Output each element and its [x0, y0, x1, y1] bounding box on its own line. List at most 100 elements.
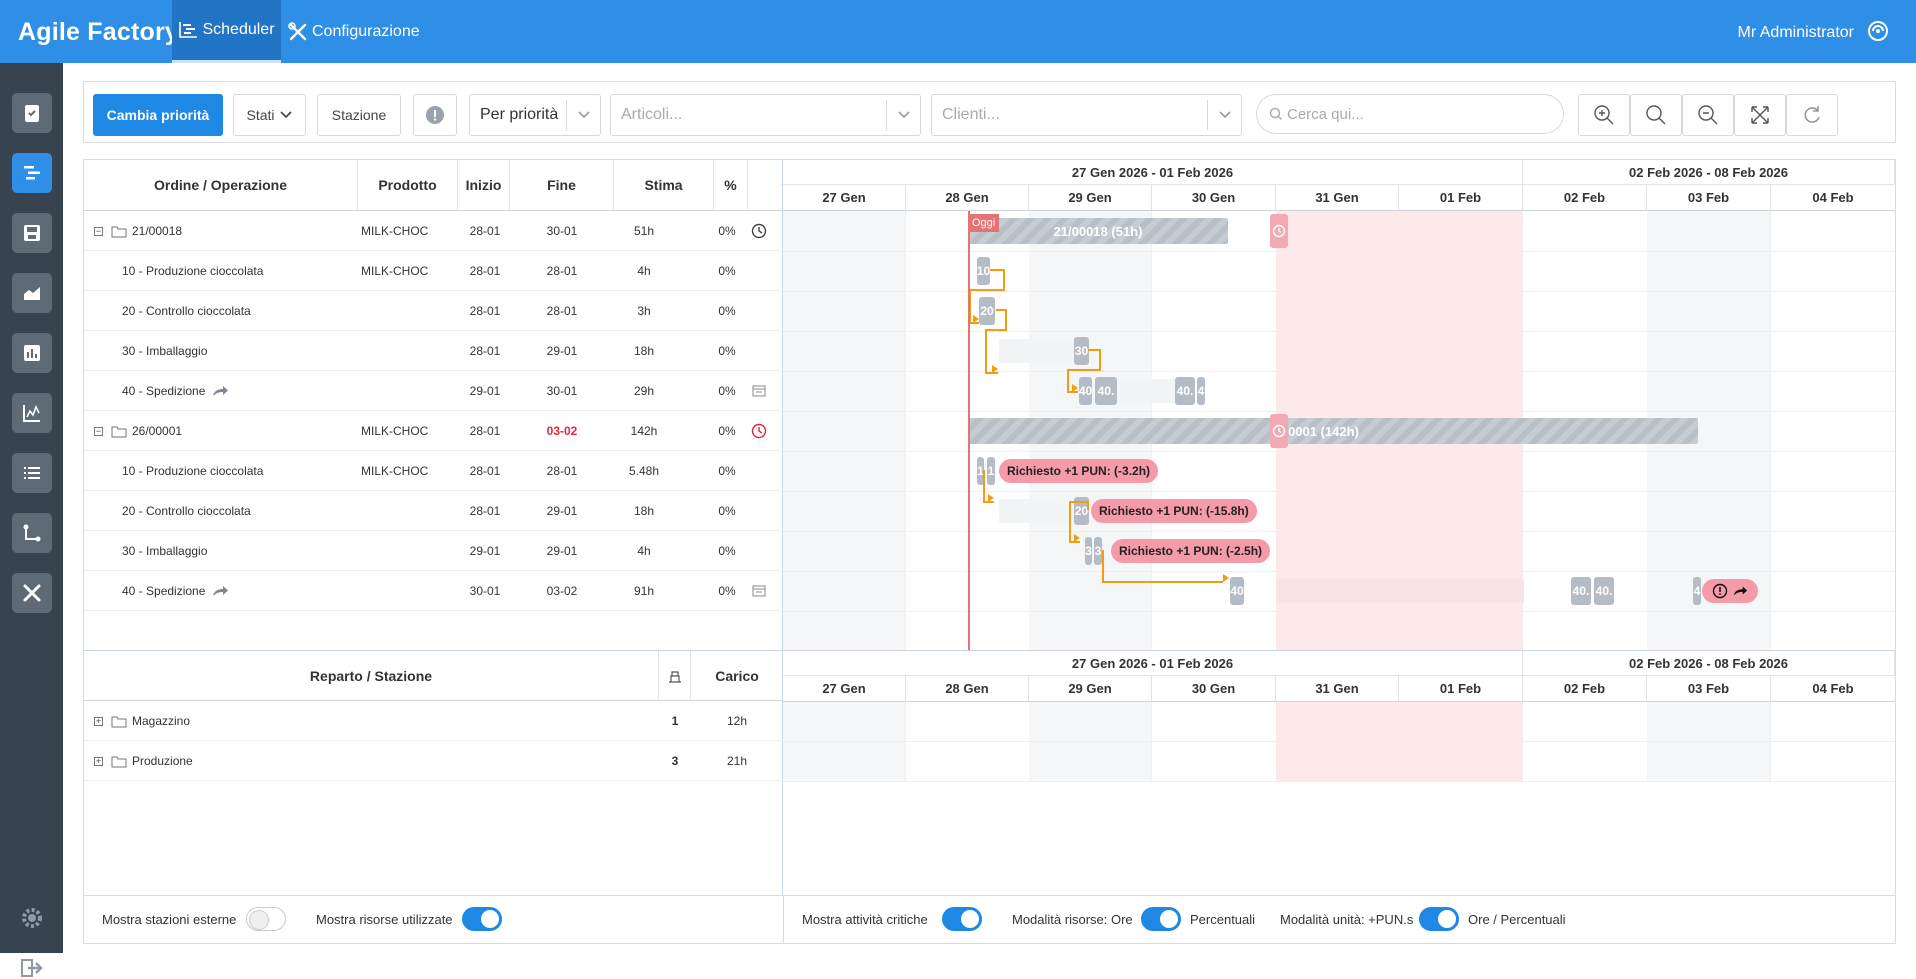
user-name[interactable]: Mr Administrator: [1737, 24, 1854, 41]
tab-configurazione[interactable]: Configurazione: [288, 0, 420, 63]
header-start[interactable]: Inizio: [458, 160, 510, 211]
used-res-toggle[interactable]: [462, 907, 502, 931]
pun-alert-badge[interactable]: Richiesto +1 PUN: (-2.5h): [1111, 539, 1271, 563]
operation-block[interactable]: 4: [1693, 577, 1701, 605]
operation-name: 20 - Controllo cioccolata: [122, 504, 251, 518]
order-row[interactable]: − 21/00018 MILK-CHOC 28-01 30-01 51h 0%: [84, 211, 783, 251]
collapse-toggle[interactable]: −: [94, 425, 103, 436]
alert-filter-button[interactable]: [413, 94, 457, 136]
header-product[interactable]: Prodotto: [358, 160, 458, 211]
start-date: 28-01: [469, 464, 501, 478]
today-line: [968, 211, 970, 650]
ext-stations-toggle[interactable]: [246, 907, 286, 931]
operation-row[interactable]: 10 - Produzione cioccolata MILK-CHOC 28-…: [84, 451, 783, 491]
user-menu-icon[interactable]: [1867, 20, 1889, 42]
sidebar-area-chart[interactable]: [12, 273, 52, 313]
operation-block[interactable]: 20: [1074, 497, 1089, 525]
operation-row[interactable]: 10 - Produzione cioccolata MILK-CHOC 28-…: [84, 251, 783, 291]
pun-alert-badge[interactable]: Richiesto +1 PUN: (-15.8h): [1091, 499, 1257, 523]
shipment-alert-badge[interactable]: [1702, 579, 1758, 603]
articles-select[interactable]: Articoli...: [610, 94, 921, 136]
order-bar[interactable]: 21/00018 (51h): [968, 218, 1228, 244]
operation-row[interactable]: 20 - Controllo cioccolata 28-01 28-01 3h…: [84, 291, 783, 331]
operation-block[interactable]: 40: [1230, 577, 1244, 605]
operation-block[interactable]: 3: [1085, 537, 1092, 565]
end-date: 29-01: [546, 504, 578, 518]
sort-select[interactable]: Per priorità: [469, 94, 601, 136]
sidebar-tasks[interactable]: [12, 93, 52, 133]
zoom-fit-button[interactable]: [1630, 94, 1682, 136]
operation-block[interactable]: 40.: [1594, 577, 1614, 605]
refresh-button[interactable]: [1786, 94, 1838, 136]
resource-row[interactable]: + Magazzino 1 12h: [84, 701, 783, 741]
deadline-marker[interactable]: [1270, 414, 1288, 448]
pun-alert-badge[interactable]: Richiesto +1 PUN: (-3.2h): [999, 459, 1159, 483]
sidebar-tools[interactable]: [12, 573, 52, 613]
header-load[interactable]: Carico: [691, 651, 783, 701]
day-header: 01 Feb: [1399, 676, 1523, 702]
operation-block[interactable]: 4: [1197, 377, 1205, 405]
clients-select[interactable]: Clienti...: [931, 94, 1242, 136]
fullscreen-button[interactable]: [1734, 94, 1786, 136]
operation-block[interactable]: 10: [977, 257, 990, 285]
expand-toggle[interactable]: +: [94, 755, 103, 766]
header-estimate[interactable]: Stima: [614, 160, 714, 211]
brand-logo[interactable]: Agile Factory: [18, 18, 179, 46]
calendar-icon[interactable]: [752, 385, 766, 397]
clock-icon: [751, 223, 767, 239]
zoom-out-button[interactable]: [1682, 94, 1734, 136]
search-input[interactable]: Cerca qui...: [1256, 94, 1564, 134]
res-mode-toggle[interactable]: [1141, 907, 1181, 931]
sidebar-line-chart[interactable]: [12, 393, 52, 433]
order-row[interactable]: − 26/00001 MILK-CHOC 28-01 03-02 142h 0%: [84, 411, 783, 451]
operation-row[interactable]: 40 - Spedizione 29-01 30-01 29h 0%: [84, 371, 783, 411]
operation-row[interactable]: 40 - Spedizione 30-01 03-02 91h 0%: [84, 571, 783, 611]
header-end[interactable]: Fine: [510, 160, 614, 211]
operation-block[interactable]: 3: [1094, 537, 1102, 565]
operation-block[interactable]: 40: [1079, 377, 1092, 405]
end-date: 29-01: [546, 344, 578, 358]
zoom-in-button[interactable]: [1578, 94, 1630, 136]
tab-scheduler[interactable]: Scheduler: [172, 0, 281, 63]
header-department[interactable]: Reparto / Stazione: [84, 651, 659, 701]
operation-block[interactable]: 40.: [1571, 577, 1591, 605]
operation-row[interactable]: 30 - Imballaggio 28-01 29-01 18h 0%: [84, 331, 783, 371]
settings-gear-icon[interactable]: [20, 906, 44, 930]
sidebar-scheduler[interactable]: [12, 153, 52, 193]
tools-icon: [23, 584, 41, 602]
header-pct[interactable]: %: [714, 160, 748, 211]
operation-block[interactable]: 1: [987, 457, 995, 485]
operation-block[interactable]: 40.: [1095, 377, 1117, 405]
operation-block[interactable]: 20: [979, 297, 995, 325]
collapse-toggle[interactable]: −: [94, 225, 103, 236]
operation-block[interactable]: 40.: [1175, 377, 1195, 405]
calendar-icon[interactable]: [752, 585, 766, 597]
operation-row[interactable]: 30 - Imballaggio 29-01 29-01 4h 0%: [84, 531, 783, 571]
station-button[interactable]: Stazione: [317, 94, 401, 136]
unit-mode-toggle[interactable]: [1419, 907, 1459, 931]
sidebar-list[interactable]: [12, 453, 52, 493]
header-order[interactable]: Ordine / Operazione: [84, 160, 358, 211]
change-priority-button[interactable]: Cambia priorità: [93, 94, 223, 136]
order-bar[interactable]: [968, 418, 1698, 444]
sidebar-bar-chart[interactable]: [12, 333, 52, 373]
critical-toggle[interactable]: [942, 907, 982, 931]
end-date: 28-01: [546, 304, 578, 318]
estimate: 51h: [633, 224, 655, 238]
operation-block[interactable]: 1: [977, 457, 984, 485]
deadline-marker[interactable]: [1270, 214, 1288, 248]
options-footer: Mostra stazioni esterne Mostra risorse u…: [84, 895, 1895, 944]
states-dropdown-button[interactable]: Stati: [233, 94, 306, 136]
line-chart-icon: [23, 405, 40, 422]
expand-toggle[interactable]: +: [94, 715, 103, 726]
start-date: 29-01: [469, 544, 501, 558]
operation-row[interactable]: 20 - Controllo cioccolata 28-01 29-01 18…: [84, 491, 783, 531]
day-header: 27 Gen: [783, 185, 906, 211]
operation-block[interactable]: 30: [1074, 337, 1089, 365]
sidebar-storage[interactable]: [12, 213, 52, 253]
resource-row[interactable]: + Produzione 3 21h: [84, 741, 783, 781]
logout-icon[interactable]: [20, 957, 44, 979]
start-date: 29-01: [469, 384, 501, 398]
sidebar-routing[interactable]: [12, 513, 52, 553]
critical-label: Mostra attività critiche: [802, 912, 928, 927]
